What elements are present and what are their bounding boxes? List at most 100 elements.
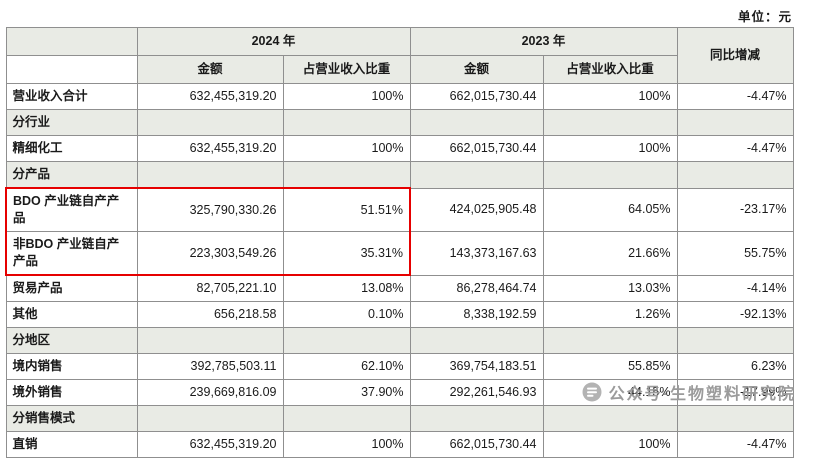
amount-2024: 632,455,319.20 <box>136 135 284 162</box>
amount-2024: 632,455,319.20 <box>136 83 284 110</box>
section-cell <box>136 161 284 189</box>
table-row: 营业收入合计 632,455,319.20 100% 662,015,730.44 10… <box>5 83 794 110</box>
section-cell <box>409 161 544 189</box>
yoy-value: -17.99% <box>676 379 794 406</box>
amount-2023: 86,278,464.74 <box>409 274 544 302</box>
section-cell <box>136 405 284 432</box>
row-label: 直销 <box>5 431 138 458</box>
ratio-2023: 100% <box>542 83 678 110</box>
table-row: 其他 656,218.58 0.10% 8,338,192.59 1.26% -92.13… <box>5 301 794 328</box>
amount-2023: 292,261,546.93 <box>409 379 544 406</box>
amount-2023: 662,015,730.44 <box>409 135 544 162</box>
row-label: 精细化工 <box>5 135 138 162</box>
table-row: 非BDO 产业链自产产品 223,303,549.26 35.31% 143,373,… <box>5 231 794 276</box>
table-row: BDO 产业链自产产品 325,790,330.26 51.51% 424,025,9… <box>5 187 794 232</box>
amount-2024: 239,669,816.09 <box>136 379 284 406</box>
section-cell <box>676 109 794 136</box>
section-label: 分产品 <box>5 161 138 189</box>
ratio-2023: 1.26% <box>542 301 678 328</box>
ratio-2024: 37.90% <box>282 379 411 406</box>
table-row: 精细化工 632,455,319.20 100% 662,015,730.44 100%… <box>5 135 794 162</box>
ratio-2024: 100% <box>282 135 411 162</box>
amount-2023: 424,025,905.48 <box>409 187 544 232</box>
section-label: 分行业 <box>5 109 138 136</box>
header-row-metrics: 金额 占营业收入比重 金额 占营业收入比重 <box>5 55 793 84</box>
ratio-2023: 55.85% <box>542 353 678 380</box>
table-header: 2024 年 2023 年 同比增减 金额 占营业收入比重 金额 占营业收入比重 <box>5 27 794 84</box>
amount-2023: 369,754,183.51 <box>409 353 544 380</box>
ratio-2023-header: 占营业收入比重 <box>542 55 678 84</box>
year-2023-header: 2023 年 <box>409 27 678 56</box>
revenue-table: 2024 年 2023 年 同比增减 金额 占营业收入比重 金额 占营业收入比重… <box>5 27 794 458</box>
row-label: 其他 <box>5 301 138 328</box>
section-row: 分产品 <box>5 161 794 189</box>
row-label: 非BDO 产业链自产产品 <box>5 231 138 276</box>
yoy-value: -92.13% <box>676 301 794 328</box>
corner-cell <box>5 27 138 56</box>
amount-2023-header: 金额 <box>409 55 544 84</box>
amount-2024: 632,455,319.20 <box>136 431 284 458</box>
section-cell <box>542 327 678 354</box>
year-2024-header: 2024 年 <box>136 27 411 56</box>
section-cell <box>542 161 678 189</box>
section-cell <box>676 405 794 432</box>
ratio-2023: 44.15% <box>542 379 678 406</box>
amount-2024: 82,705,221.10 <box>136 274 284 302</box>
section-cell <box>409 109 544 136</box>
section-cell <box>136 327 284 354</box>
amount-2023: 662,015,730.44 <box>409 83 544 110</box>
section-cell <box>676 327 794 354</box>
row-label: BDO 产业链自产产品 <box>5 187 138 232</box>
amount-2023: 8,338,192.59 <box>409 301 544 328</box>
ratio-2023: 21.66% <box>542 231 678 276</box>
ratio-2024: 100% <box>282 431 411 458</box>
yoy-value: -4.47% <box>676 431 794 458</box>
section-cell <box>676 161 794 189</box>
section-row: 分销售模式 <box>5 405 794 432</box>
header-row-years: 2024 年 2023 年 同比增减 <box>5 27 794 84</box>
ratio-2024: 100% <box>282 83 411 110</box>
section-cell <box>136 109 284 136</box>
ratio-2024: 0.10% <box>282 301 411 328</box>
amount-2023: 662,015,730.44 <box>409 431 544 458</box>
section-cell <box>282 327 411 354</box>
section-row: 分行业 <box>5 109 794 136</box>
table-row: 境内销售 392,785,503.11 62.10% 369,754,183.51 55… <box>5 353 794 380</box>
unit-label: 单位：元 <box>737 10 792 24</box>
row-label: 境外销售 <box>5 379 138 406</box>
row-label: 境内销售 <box>5 353 138 380</box>
table-body: 营业收入合计 632,455,319.20 100% 662,015,730.44 10… <box>5 83 794 458</box>
yoy-value: 6.23% <box>676 353 794 380</box>
yoy-value: -4.14% <box>676 274 794 302</box>
amount-2024: 223,303,549.26 <box>136 231 284 276</box>
amount-2024: 392,785,503.11 <box>136 353 284 380</box>
amount-2024: 656,218.58 <box>136 301 284 328</box>
ratio-2023: 13.03% <box>542 274 678 302</box>
yoy-value: -4.47% <box>676 135 794 162</box>
section-cell <box>542 109 678 136</box>
ratio-2024: 51.51% <box>282 187 411 232</box>
amount-2023: 143,373,167.63 <box>409 231 544 276</box>
yoy-value: -23.17% <box>676 187 794 232</box>
row-label: 营业收入合计 <box>5 83 138 110</box>
table-row: 贸易产品 82,705,221.10 13.08% 86,278,464.74 13.0… <box>5 274 794 302</box>
ratio-2023: 64.05% <box>542 187 678 232</box>
section-label: 分销售模式 <box>5 405 138 432</box>
table-row: 直销 632,455,319.20 100% 662,015,730.44 100% -4… <box>5 431 794 458</box>
ratio-2024: 13.08% <box>282 274 411 302</box>
ratio-2024-header: 占营业收入比重 <box>282 55 411 84</box>
yoy-value: 55.75% <box>676 231 794 276</box>
ratio-2023: 100% <box>542 431 678 458</box>
corner-cell-2 <box>5 55 138 84</box>
amount-2024: 325,790,330.26 <box>136 187 284 232</box>
amount-2024-header: 金额 <box>136 55 284 84</box>
section-cell <box>409 327 544 354</box>
section-cell <box>542 405 678 432</box>
yoy-header: 同比增减 <box>676 27 794 84</box>
ratio-2024: 62.10% <box>282 353 411 380</box>
yoy-value: -4.47% <box>676 83 794 110</box>
section-label: 分地区 <box>5 327 138 354</box>
section-cell <box>282 405 411 432</box>
row-label: 贸易产品 <box>5 274 138 302</box>
ratio-2024: 35.31% <box>282 231 411 276</box>
